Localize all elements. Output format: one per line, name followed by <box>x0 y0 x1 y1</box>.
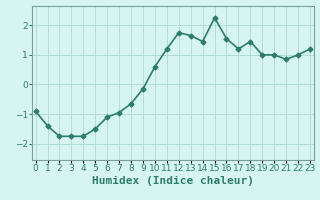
X-axis label: Humidex (Indice chaleur): Humidex (Indice chaleur) <box>92 176 254 186</box>
